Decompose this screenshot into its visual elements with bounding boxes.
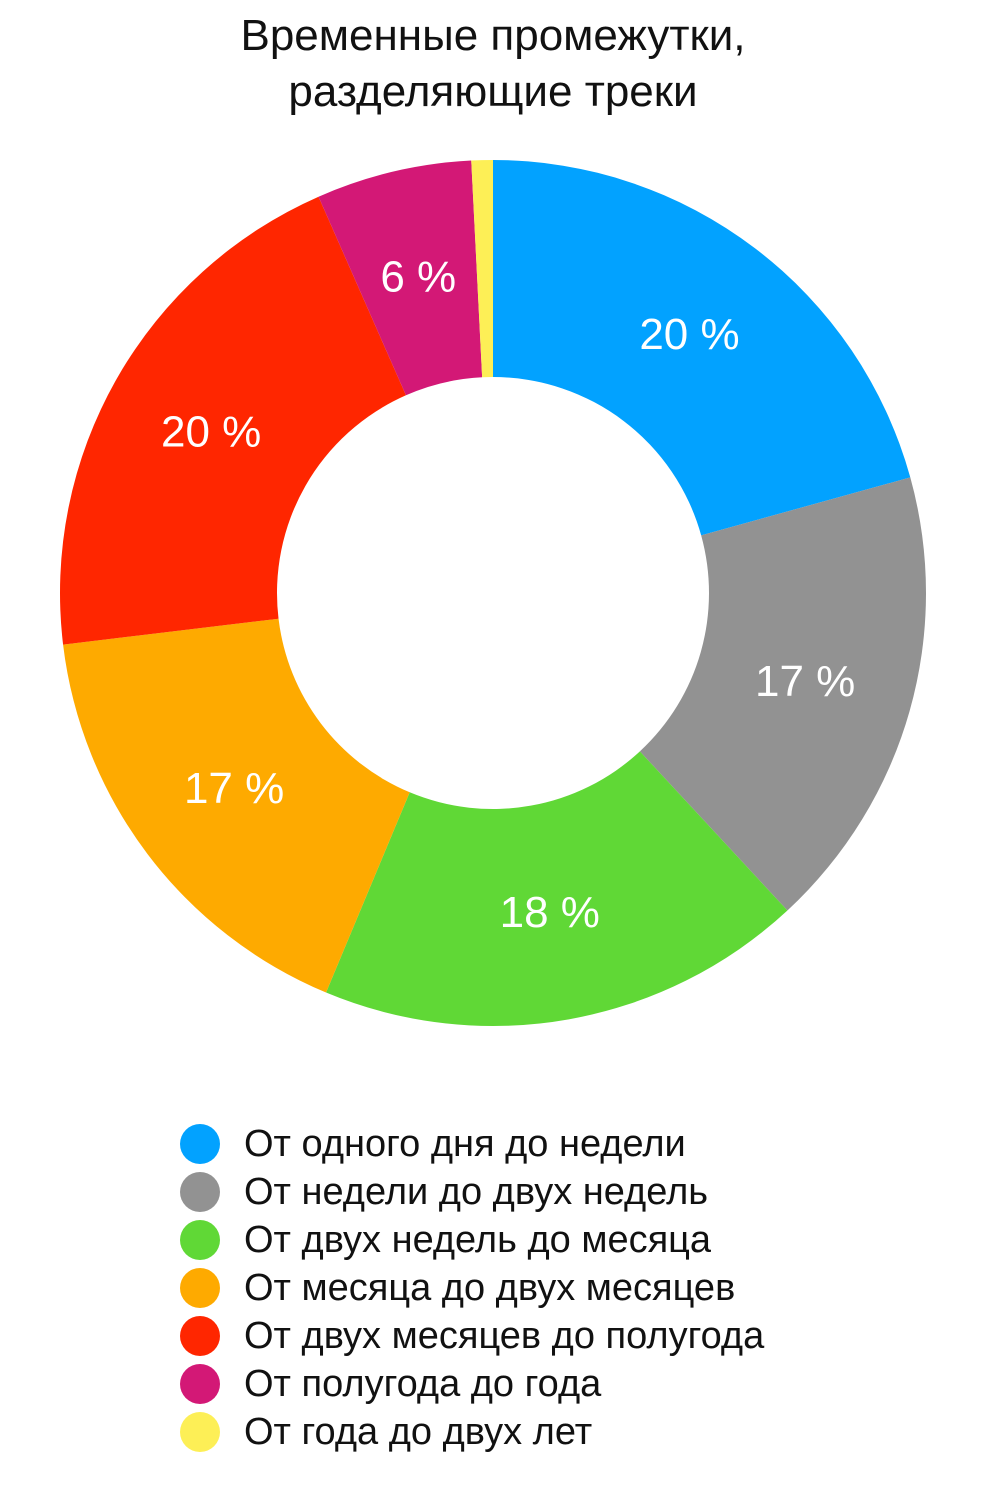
legend-label: От одного дня до недели [244,1122,686,1165]
legend-label: От года до двух лет [244,1410,593,1453]
chart-title-line-2: разделяющие треки [288,67,698,116]
legend-swatch [180,1268,220,1308]
chart-title-line-1: Временные промежутки, [240,11,746,60]
legend-label: От двух недель до месяца [244,1218,712,1261]
legend-item: От двух месяцев до полугода [180,1312,764,1360]
donut-chart: 20 % 17 % 18 % 17 % 20 % 6 % [60,160,926,1026]
legend-item: От полугода до года [180,1360,764,1408]
donut-slice [60,196,406,645]
legend-swatch [180,1124,220,1164]
slice-value-label: 20 % [161,408,261,457]
chart-title: Временные промежутки, разделяющие треки [0,8,986,120]
donut-slice [63,618,410,993]
legend: От одного дня до недели От недели до двух… [180,1120,764,1456]
slice-value-label: 20 % [639,310,739,359]
legend-item: От недели до двух недель [180,1168,764,1216]
legend-item: От года до двух лет [180,1408,764,1456]
legend-item: От одного дня до недели [180,1120,764,1168]
legend-swatch [180,1364,220,1404]
slice-value-label: 6 % [380,253,456,302]
legend-label: От недели до двух недель [244,1170,709,1213]
legend-swatch [180,1316,220,1356]
slice-value-label: 17 % [755,657,855,706]
donut-slice [639,477,926,911]
legend-label: От полугода до года [244,1362,602,1405]
slice-value-label: 17 % [184,764,284,813]
donut-slice [471,160,493,378]
legend-swatch [180,1172,220,1212]
slice-value-label: 18 % [500,888,600,937]
legend-label: От двух месяцев до полугода [244,1314,765,1357]
donut-slice [318,160,483,396]
donut-slice [493,160,911,536]
legend-swatch [180,1412,220,1452]
legend-swatch [180,1220,220,1260]
legend-label: От месяца до двух месяцев [244,1266,736,1309]
legend-item: От месяца до двух месяцев [180,1264,764,1312]
donut-slice [326,751,788,1026]
legend-item: От двух недель до месяца [180,1216,764,1264]
